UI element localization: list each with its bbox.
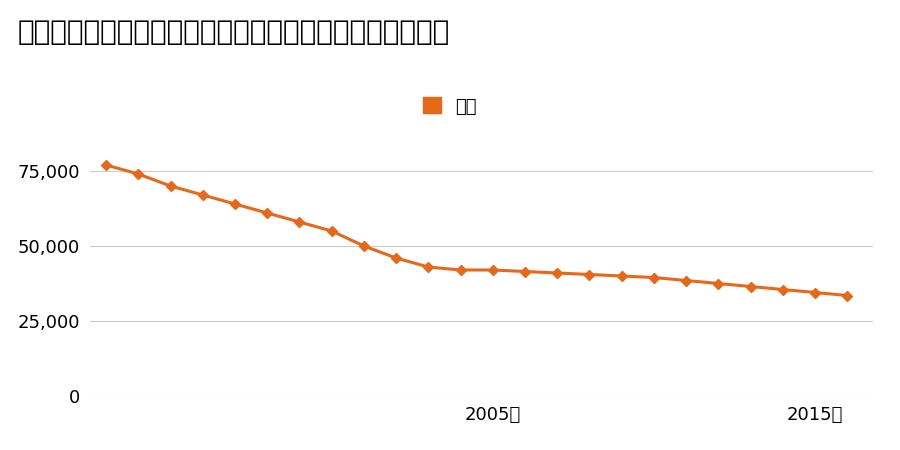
Text: 岐阜県安八郡神戸町大字安次字臼井田１３６番の地価推移: 岐阜県安八郡神戸町大字安次字臼井田１３６番の地価推移 xyxy=(18,18,450,46)
Legend: 価格: 価格 xyxy=(416,90,484,123)
